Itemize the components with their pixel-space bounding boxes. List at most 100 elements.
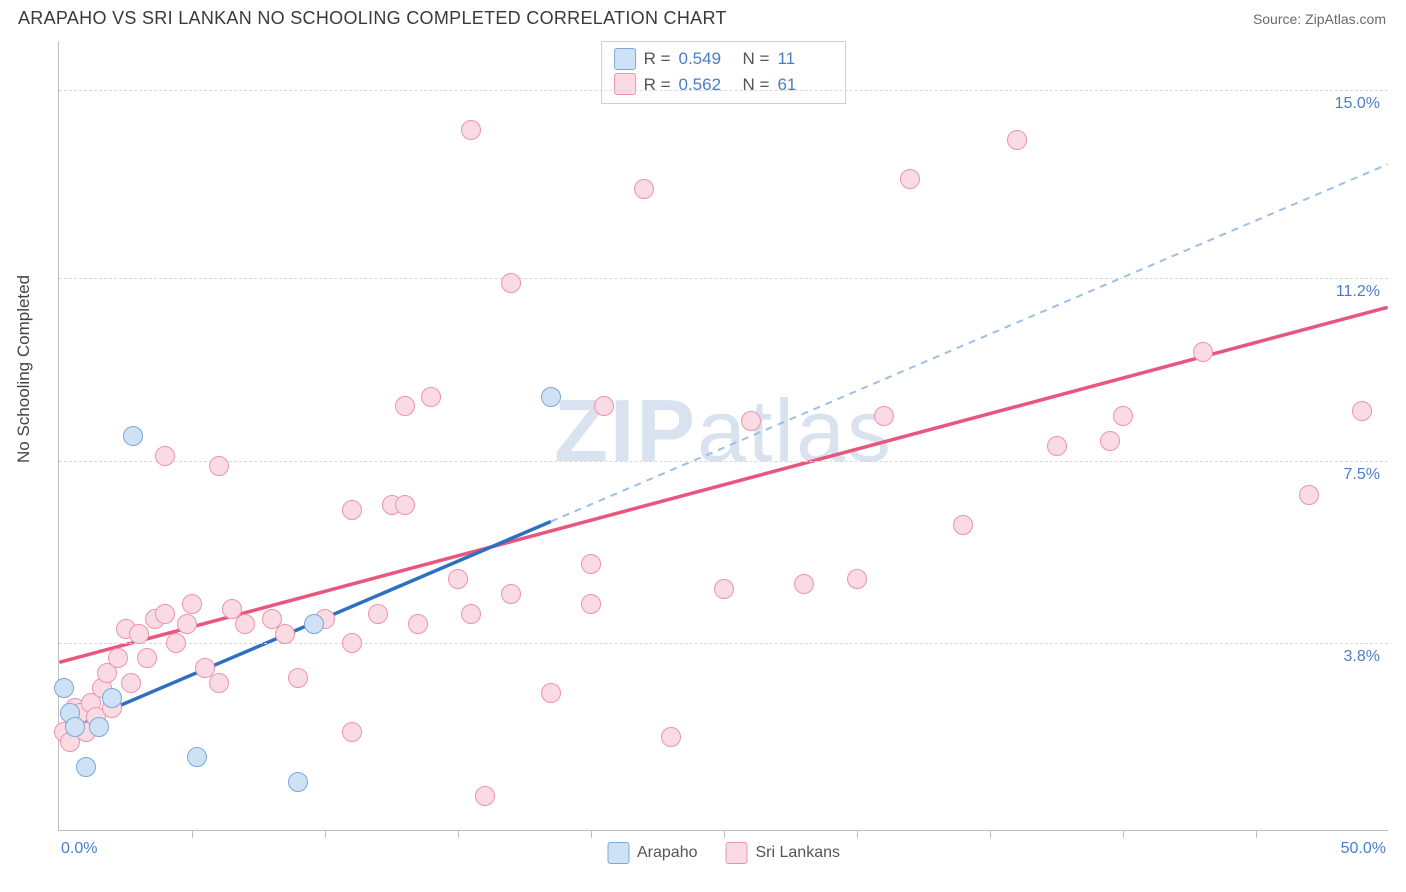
trend-lines [59,41,1388,830]
r-value: 0.549 [679,46,735,72]
point-srilankan [235,614,255,634]
r-label: R = [644,72,671,98]
point-arapaho [89,717,109,737]
r-label: R = [644,46,671,72]
gridline-horizontal [59,461,1388,462]
point-srilankan [874,406,894,426]
point-srilankan [1100,431,1120,451]
point-srilankan [121,673,141,693]
y-tick-label: 3.8% [1344,648,1380,666]
swatch-icon [607,842,629,864]
point-srilankan [155,446,175,466]
point-srilankan [1299,485,1319,505]
point-srilankan [1352,401,1372,421]
point-srilankan [182,594,202,614]
correlation-row-srilankan: R = 0.562 N = 61 [614,72,834,98]
source-attribution: Source: ZipAtlas.com [1253,11,1386,27]
correlation-row-arapaho: R = 0.549 N = 11 [614,46,834,72]
point-srilankan [1007,130,1027,150]
x-tick [325,830,326,838]
y-tick-label: 7.5% [1344,466,1380,484]
n-label: N = [743,72,770,98]
point-arapaho [76,757,96,777]
point-srilankan [1113,406,1133,426]
y-tick-label: 11.2% [1336,283,1380,301]
chart-title: ARAPAHO VS SRI LANKAN NO SCHOOLING COMPL… [18,8,727,29]
x-tick [1256,830,1257,838]
point-srilankan [395,396,415,416]
scatter-plot: ZIPatlas R = 0.549 N = 11 R = 0.562 N = … [58,41,1388,831]
point-srilankan [177,614,197,634]
point-srilankan [581,554,601,574]
point-arapaho [187,747,207,767]
point-srilankan [342,500,362,520]
x-tick [724,830,725,838]
point-srilankan [209,673,229,693]
point-srilankan [342,722,362,742]
point-srilankan [541,683,561,703]
point-srilankan [900,169,920,189]
point-srilankan [847,569,867,589]
point-srilankan [714,579,734,599]
point-arapaho [54,678,74,698]
n-value: 11 [777,46,833,72]
point-arapaho [65,717,85,737]
point-srilankan [581,594,601,614]
legend-label: Arapaho [637,844,698,862]
r-value: 0.562 [679,72,735,98]
point-srilankan [634,179,654,199]
point-srilankan [448,569,468,589]
point-srilankan [275,624,295,644]
point-srilankan [129,624,149,644]
point-srilankan [155,604,175,624]
point-srilankan [501,584,521,604]
point-arapaho [102,688,122,708]
point-srilankan [209,456,229,476]
gridline-horizontal [59,278,1388,279]
x-tick-label: 0.0% [61,840,97,858]
legend-bottom: Arapaho Sri Lankans [607,842,840,864]
point-srilankan [166,633,186,653]
gridline-horizontal [59,90,1388,91]
x-tick [1123,830,1124,838]
point-srilankan [794,574,814,594]
point-srilankan [1047,436,1067,456]
watermark: ZIPatlas [554,379,893,481]
point-srilankan [342,633,362,653]
swatch-icon [614,73,636,95]
point-arapaho [541,387,561,407]
point-srilankan [288,668,308,688]
point-srilankan [108,648,128,668]
gridline-horizontal [59,643,1388,644]
point-srilankan [594,396,614,416]
point-srilankan [1193,342,1213,362]
point-srilankan [137,648,157,668]
point-srilankan [741,411,761,431]
chart-container: No Schooling Completed ZIPatlas R = 0.54… [0,33,1406,889]
correlation-legend-box: R = 0.549 N = 11 R = 0.562 N = 61 [601,41,847,104]
x-tick [192,830,193,838]
y-tick-label: 15.0% [1335,95,1380,113]
point-srilankan [501,273,521,293]
point-srilankan [461,120,481,140]
point-srilankan [395,495,415,515]
x-tick-label: 50.0% [1341,840,1386,858]
point-srilankan [953,515,973,535]
n-value: 61 [777,72,833,98]
point-arapaho [288,772,308,792]
legend-item-arapaho: Arapaho [607,842,698,864]
point-srilankan [461,604,481,624]
point-srilankan [368,604,388,624]
x-tick [591,830,592,838]
swatch-icon [614,48,636,70]
point-srilankan [475,786,495,806]
point-srilankan [408,614,428,634]
legend-label: Sri Lankans [756,844,841,862]
point-arapaho [304,614,324,634]
x-tick [990,830,991,838]
point-srilankan [661,727,681,747]
swatch-icon [726,842,748,864]
n-label: N = [743,46,770,72]
point-arapaho [123,426,143,446]
y-axis-label: No Schooling Completed [14,275,34,463]
